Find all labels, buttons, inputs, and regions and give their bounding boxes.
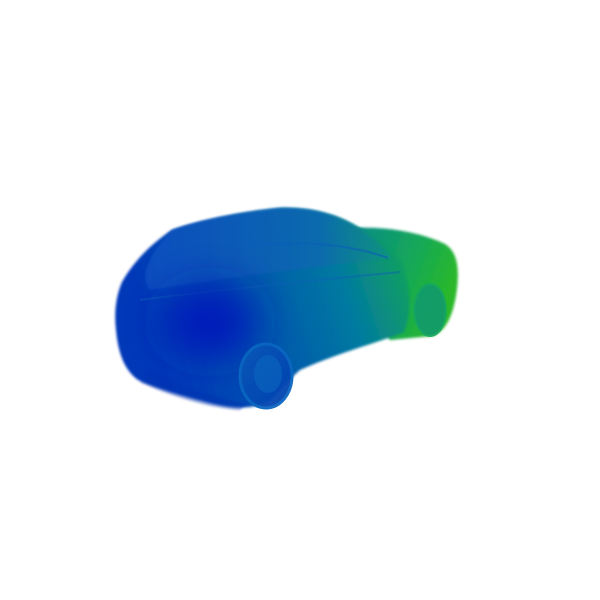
front-wheel-hub (254, 355, 282, 393)
car-lower-shade (140, 370, 246, 410)
rear-wheel (413, 283, 447, 337)
car-window-line (249, 242, 389, 259)
car-near-highlight (140, 264, 280, 380)
